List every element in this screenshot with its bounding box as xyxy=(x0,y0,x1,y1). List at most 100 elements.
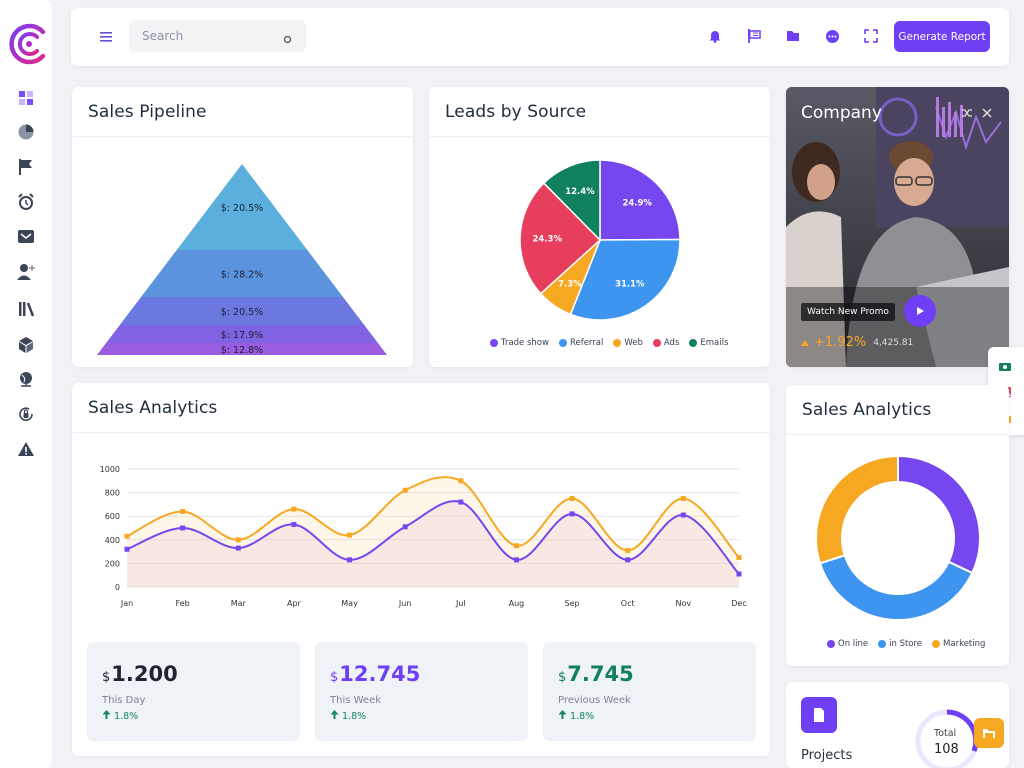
stat-label: This Week xyxy=(330,695,382,706)
data-point xyxy=(569,511,575,517)
shuffle-icon[interactable] xyxy=(961,104,973,123)
legend-item[interactable]: Trade show xyxy=(490,338,549,348)
x-tick-label: Nov xyxy=(676,599,692,608)
change-value: +1.92% xyxy=(814,335,867,350)
legend-dot xyxy=(932,640,941,648)
pie-chart-icon[interactable] xyxy=(16,122,36,142)
box-icon[interactable] xyxy=(16,335,36,355)
data-point xyxy=(291,521,297,527)
folder-icon[interactable] xyxy=(784,27,802,45)
data-point xyxy=(513,543,519,549)
arrow-up-icon xyxy=(102,710,111,719)
sales-analytics-card: Sales Analytics 0 200 400 600 800 1000 Jan Feb M… xyxy=(72,383,770,756)
y-tick-label: 400 xyxy=(105,536,120,545)
pipeline-label: $: 12.8% xyxy=(221,345,263,356)
x-tick-label: Jan xyxy=(120,599,133,608)
donut-slice xyxy=(818,554,974,621)
data-point xyxy=(347,532,353,538)
add-user-icon[interactable] xyxy=(16,262,36,282)
data-point xyxy=(124,533,130,539)
document-icon[interactable] xyxy=(801,697,837,733)
legend-item[interactable]: Ads xyxy=(652,338,679,348)
data-point xyxy=(402,487,408,493)
arrow-up-icon xyxy=(801,339,809,346)
x-tick-label: Jun xyxy=(398,599,412,608)
legend-label: Trade show xyxy=(501,338,549,348)
legend-dot xyxy=(827,640,835,648)
stat-number: 12.745 xyxy=(339,662,421,686)
chat-icon[interactable] xyxy=(823,27,841,45)
card-title: Sales Analytics xyxy=(72,383,770,433)
stat-value: $12.745 xyxy=(330,662,528,686)
company-card: Company Watch New Promo +1.92% 4,425.81 xyxy=(786,87,1009,367)
legend-dot xyxy=(613,339,622,347)
dashboard-icon[interactable] xyxy=(16,88,36,108)
money-icon[interactable] xyxy=(998,357,1012,376)
data-point xyxy=(235,537,241,543)
stat-change-value: 1.8% xyxy=(114,711,139,722)
topbar: Generate Report xyxy=(71,8,1009,66)
data-point xyxy=(458,478,464,484)
flag-icon[interactable] xyxy=(16,157,36,177)
pipeline-label: $: 20.5% xyxy=(221,203,263,214)
promo-photo xyxy=(786,87,1009,367)
donut-slice xyxy=(815,454,899,565)
pie-slice xyxy=(569,238,681,321)
play-icon xyxy=(917,307,924,315)
search-icon[interactable] xyxy=(283,30,293,44)
legend-item[interactable]: in Store xyxy=(878,639,922,649)
x-tick-label: Jul xyxy=(455,599,466,608)
search-input[interactable] xyxy=(129,20,306,52)
data-point xyxy=(680,512,686,518)
data-point xyxy=(569,496,575,501)
y-tick-label: 600 xyxy=(105,512,120,521)
projects-card: Projects Total 108 xyxy=(786,682,1009,768)
card-title: Company xyxy=(801,103,882,123)
pipeline-pyramid: $: 20.5% $: 28.2% $: 20.5% $: 17.9% $: 12.8% xyxy=(97,164,387,356)
globe-icon[interactable] xyxy=(16,369,36,389)
stat-number: 7.745 xyxy=(567,662,634,686)
legend-item[interactable]: Marketing xyxy=(932,639,985,649)
stat-label: Previous Week xyxy=(558,695,631,706)
data-point xyxy=(402,524,408,530)
warning-icon[interactable] xyxy=(16,439,36,459)
alarm-clock-icon[interactable] xyxy=(16,192,36,212)
stat-currency: $ xyxy=(102,670,111,685)
flag-icon[interactable] xyxy=(745,27,763,45)
stat-value: $7.745 xyxy=(558,662,756,686)
fullscreen-icon[interactable] xyxy=(862,27,880,45)
stat-currency: $ xyxy=(558,670,567,685)
y-tick-label: 200 xyxy=(105,559,120,568)
legend-label: Emails xyxy=(700,338,729,348)
generate-report-button[interactable]: Generate Report xyxy=(894,21,990,52)
x-tick-label: Dec xyxy=(731,599,746,608)
data-point xyxy=(180,525,186,531)
bell-icon[interactable] xyxy=(706,27,724,45)
brand-logo[interactable] xyxy=(7,22,51,66)
x-tick-label: Aug xyxy=(509,599,525,608)
legend-item[interactable]: Referral xyxy=(558,338,603,348)
data-point xyxy=(736,571,742,577)
play-button[interactable] xyxy=(904,295,936,327)
company-stats: +1.92% 4,425.81 xyxy=(800,335,913,350)
sidebar xyxy=(0,0,52,768)
pipeline-segment xyxy=(119,297,365,325)
menu-toggle-icon[interactable] xyxy=(99,29,113,43)
lock-refresh-icon[interactable] xyxy=(16,404,36,424)
mail-icon[interactable] xyxy=(16,227,36,247)
slice-label: 31.1% xyxy=(615,280,645,290)
legend-label: in Store xyxy=(889,639,923,649)
library-icon[interactable] xyxy=(16,299,36,319)
legend-dot xyxy=(490,339,498,347)
legend-item[interactable]: Emails xyxy=(689,338,728,348)
folder-button[interactable] xyxy=(974,718,1004,748)
stat-change-value: 1.8% xyxy=(570,711,595,722)
close-icon[interactable] xyxy=(981,104,993,123)
series-area xyxy=(127,477,739,587)
folder-icon xyxy=(983,729,995,738)
legend-item[interactable]: On line xyxy=(827,639,868,649)
legend-dot xyxy=(689,339,698,347)
stat-label: This Day xyxy=(102,695,146,706)
sales-line-chart: 0 200 400 600 800 1000 Jan Feb Mar Apr May Jun Jul Au… xyxy=(100,465,747,608)
legend-item[interactable]: Web xyxy=(613,338,643,348)
